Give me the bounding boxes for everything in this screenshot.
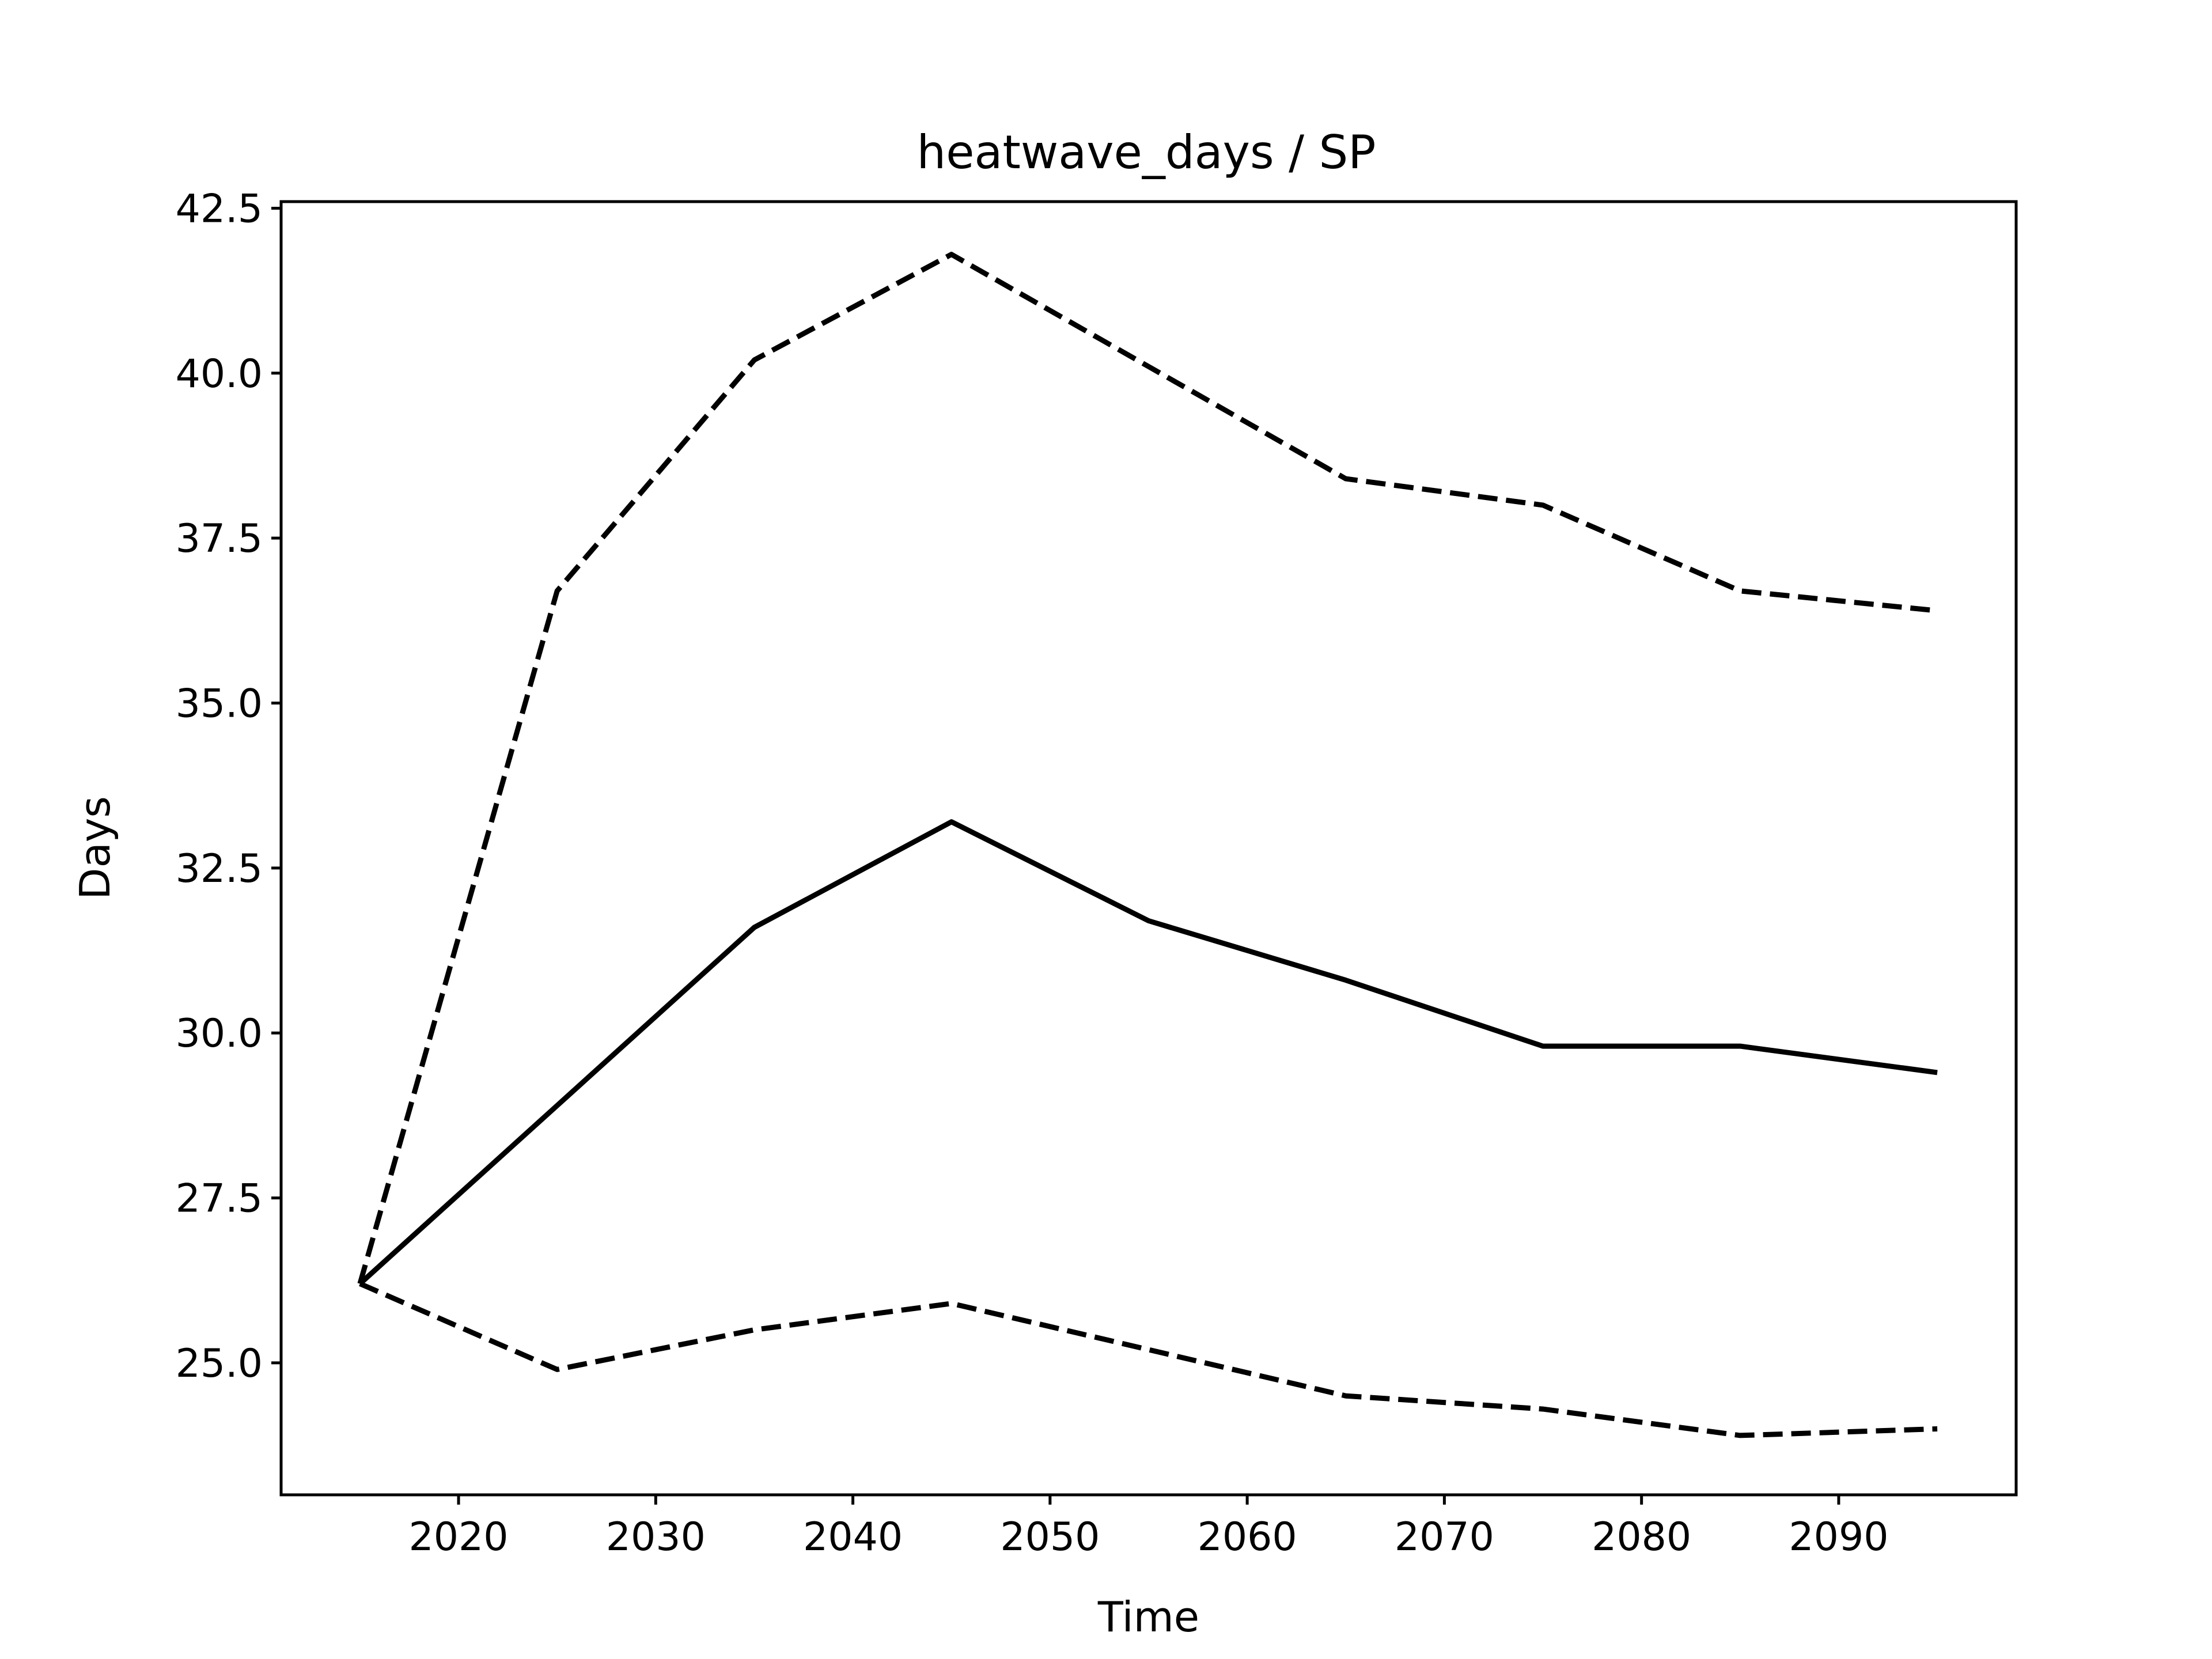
x-tick-label: 2080: [1592, 1514, 1691, 1560]
y-tick-label: 37.5: [176, 516, 263, 562]
x-tick-label: 2070: [1395, 1514, 1494, 1560]
x-tick-label: 2050: [1000, 1514, 1100, 1560]
axes-frame: [279, 200, 2018, 1497]
x-axis-label: Time: [1097, 1593, 1199, 1641]
chart-title: heatwave_days / SP: [917, 126, 1376, 179]
y-tick-label: 25.0: [176, 1341, 263, 1387]
plot-area: [279, 200, 2018, 1497]
y-tick-label: 35.0: [176, 681, 263, 727]
y-tick-label: 40.0: [176, 351, 263, 397]
series-2-line: [358, 819, 1938, 1286]
x-axis-ticks: 2020 2030 2040 2050 2060 2070 2080 2090: [409, 1495, 1888, 1560]
series-1-line: [357, 252, 1938, 1285]
y-tick-label: 32.5: [176, 846, 263, 892]
y-tick-label: 27.5: [176, 1176, 263, 1222]
y-axis-label: Days: [71, 796, 119, 900]
y-axis-ticks: 25.0 27.5 30.0 32.5 35.0 37.5 40.0 42.5: [176, 186, 281, 1387]
x-tick-label: 2090: [1789, 1514, 1888, 1560]
y-tick-label: 42.5: [176, 186, 263, 232]
x-tick-label: 2030: [606, 1514, 706, 1560]
x-tick-label: 2020: [409, 1514, 509, 1560]
x-tick-label: 2060: [1198, 1514, 1297, 1560]
y-tick-label: 30.0: [176, 1011, 263, 1056]
x-tick-label: 2040: [803, 1514, 903, 1560]
series-layer: [357, 252, 1938, 1438]
